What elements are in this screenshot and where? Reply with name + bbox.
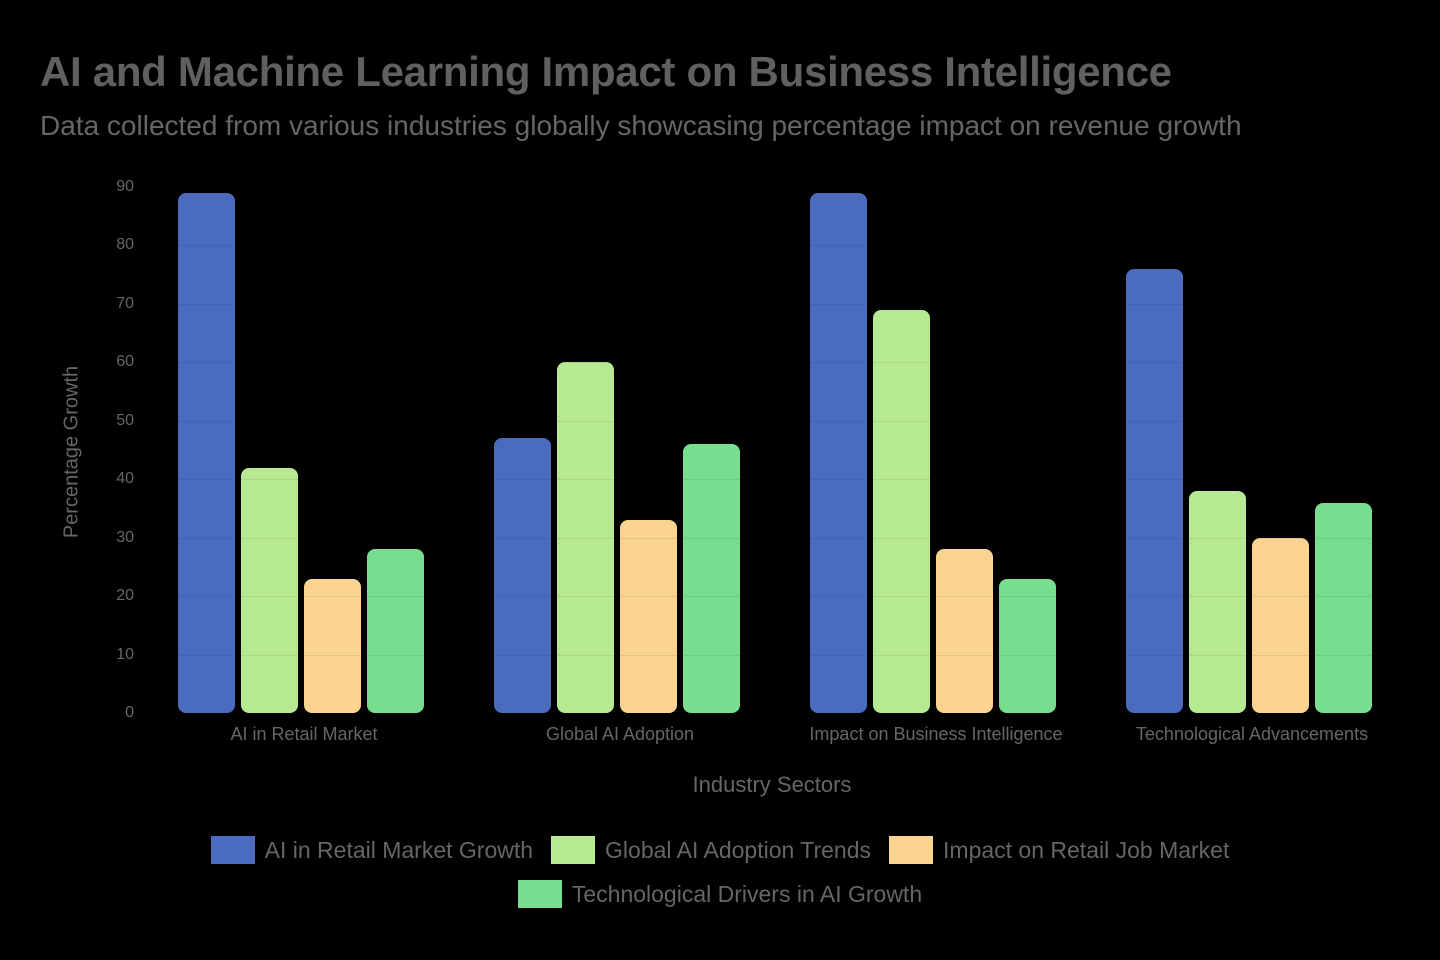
legend-row-1: AI in Retail Market Growth Global AI Ado…	[0, 836, 1440, 864]
y-tick-label: 30	[116, 528, 134, 546]
x-tick-label: AI in Retail Market	[230, 724, 378, 744]
bar[interactable]	[1126, 268, 1183, 713]
legend-label: Impact on Retail Job Market	[943, 836, 1230, 863]
bar[interactable]	[1189, 490, 1246, 713]
gridline	[146, 654, 1410, 656]
chart-subtitle: Data collected from various industries g…	[40, 110, 1242, 141]
legend-label: Global AI Adoption Trends	[605, 836, 872, 863]
y-tick-label: 60	[116, 353, 134, 371]
gridline	[146, 245, 1410, 247]
legend-item-retail-growth[interactable]: AI in Retail Market Growth	[210, 836, 534, 864]
x-tick-label: Technological Advancements	[1135, 724, 1369, 744]
bar[interactable]	[810, 192, 867, 713]
legend-row-2: Technological Drivers in AI Growth	[0, 880, 1440, 908]
gridline	[146, 303, 1410, 305]
bar[interactable]	[936, 549, 993, 713]
bar[interactable]	[241, 467, 298, 713]
y-tick-label: 10	[116, 645, 134, 663]
x-tick-label: Global AI Adoption	[545, 724, 695, 744]
x-tick-label: Impact on Business Intelligence	[809, 724, 1063, 744]
plot-area	[146, 187, 1410, 714]
gridline	[146, 537, 1410, 539]
bar[interactable]	[178, 192, 235, 713]
gridline	[146, 187, 1410, 188]
chart-title: AI and Machine Learning Impact on Busine…	[40, 48, 1172, 95]
bar[interactable]	[999, 578, 1056, 713]
y-tick-label: 50	[116, 411, 134, 429]
y-axis-label: Percentage Growth	[60, 365, 83, 539]
legend-item-tech-drivers[interactable]: Technological Drivers in AI Growth	[517, 880, 923, 908]
gridline	[146, 420, 1410, 422]
y-tick-label: 70	[116, 294, 134, 312]
gridline	[146, 362, 1410, 364]
legend-item-adoption-trends[interactable]: Global AI Adoption Trends	[551, 836, 871, 864]
bar[interactable]	[557, 362, 614, 713]
legend-swatch	[889, 836, 934, 864]
gridline	[146, 479, 1410, 481]
bar[interactable]	[304, 578, 361, 713]
legend-label: AI in Retail Market Growth	[264, 836, 534, 863]
bar[interactable]	[620, 520, 677, 713]
y-tick-label: 40	[116, 470, 134, 488]
legend-item-job-market[interactable]: Impact on Retail Job Market	[889, 836, 1229, 864]
gridline	[146, 713, 1410, 714]
y-tick-label: 90	[116, 178, 134, 195]
legend-swatch	[210, 836, 255, 864]
bar[interactable]	[367, 549, 424, 713]
bar[interactable]	[683, 444, 740, 713]
bar[interactable]	[494, 438, 551, 713]
legend-swatch	[517, 880, 562, 908]
gridline	[146, 596, 1410, 598]
bar[interactable]	[1315, 502, 1372, 713]
y-tick-label: 80	[116, 236, 134, 254]
y-tick-label: 0	[125, 704, 134, 721]
bar[interactable]	[873, 309, 930, 713]
bar[interactable]	[1252, 537, 1309, 713]
legend-swatch	[551, 836, 596, 864]
legend-label: Technological Drivers in AI Growth	[571, 880, 923, 907]
x-axis-label: Industry Sectors	[692, 772, 852, 797]
y-tick-label: 20	[116, 587, 134, 605]
